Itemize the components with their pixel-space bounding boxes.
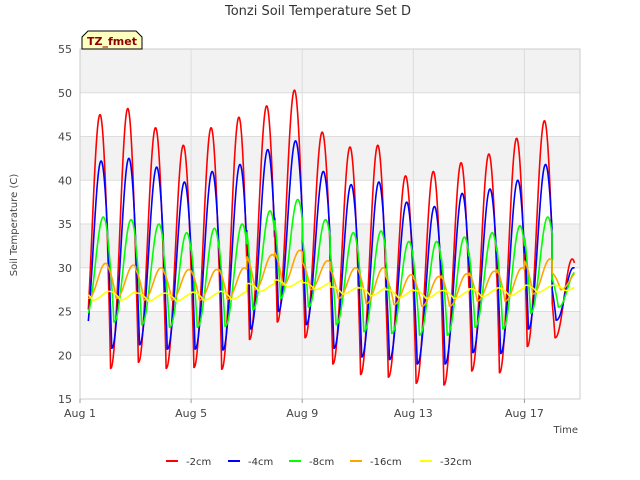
legend-label: -8cm [309,457,334,468]
chart-title: Tonzi Soil Temperature Set D [224,4,411,19]
x-axis-label: Time [553,425,578,436]
y-tick-label: 25 [58,306,72,319]
series-line [87,279,575,302]
y-tick-label: 20 [58,349,72,362]
y-tick-label: 45 [58,131,72,144]
y-tick-label: 30 [58,262,72,275]
y-tick-label: 50 [58,87,72,100]
plot-band [80,92,580,137]
site-badge-label: TZ_fmet [87,35,137,48]
plot-band [80,49,580,93]
series-line [87,140,576,365]
x-tick-label: Aug 13 [394,407,433,420]
legend-label: -16cm [370,457,402,468]
series-layer [87,89,576,386]
plot-frame [79,48,581,400]
y-axis-label: Soil Temperature (C) [9,174,20,277]
y-tick-label: 35 [58,218,72,231]
legend-label: -32cm [440,457,472,468]
series-line [87,198,575,336]
series-line [87,249,576,308]
series-line [87,89,576,386]
plot-band [80,311,580,356]
x-axis-ticks: Aug 1 Aug 5 Aug 9 Aug 13 Aug 17 [64,399,544,420]
legend: -2cm -4cm -8cm -16cm -32cm [166,457,472,468]
legend-label: -2cm [186,457,211,468]
legend-label: -4cm [248,457,273,468]
y-axis-ticks: 15 20 25 30 35 40 45 50 55 [58,43,72,406]
y-tick-label: 15 [58,393,72,406]
plot-band [80,355,580,399]
plot-band [80,180,580,224]
y-tick-label: 40 [58,174,72,187]
x-tick-label: Aug 9 [286,407,318,420]
x-tick-label: Aug 1 [64,407,96,420]
x-tick-label: Aug 5 [175,407,207,420]
y-tick-label: 55 [58,43,72,56]
plot-band [80,136,580,181]
site-badge: TZ_fmet [81,30,143,50]
x-tick-label: Aug 17 [505,407,544,420]
